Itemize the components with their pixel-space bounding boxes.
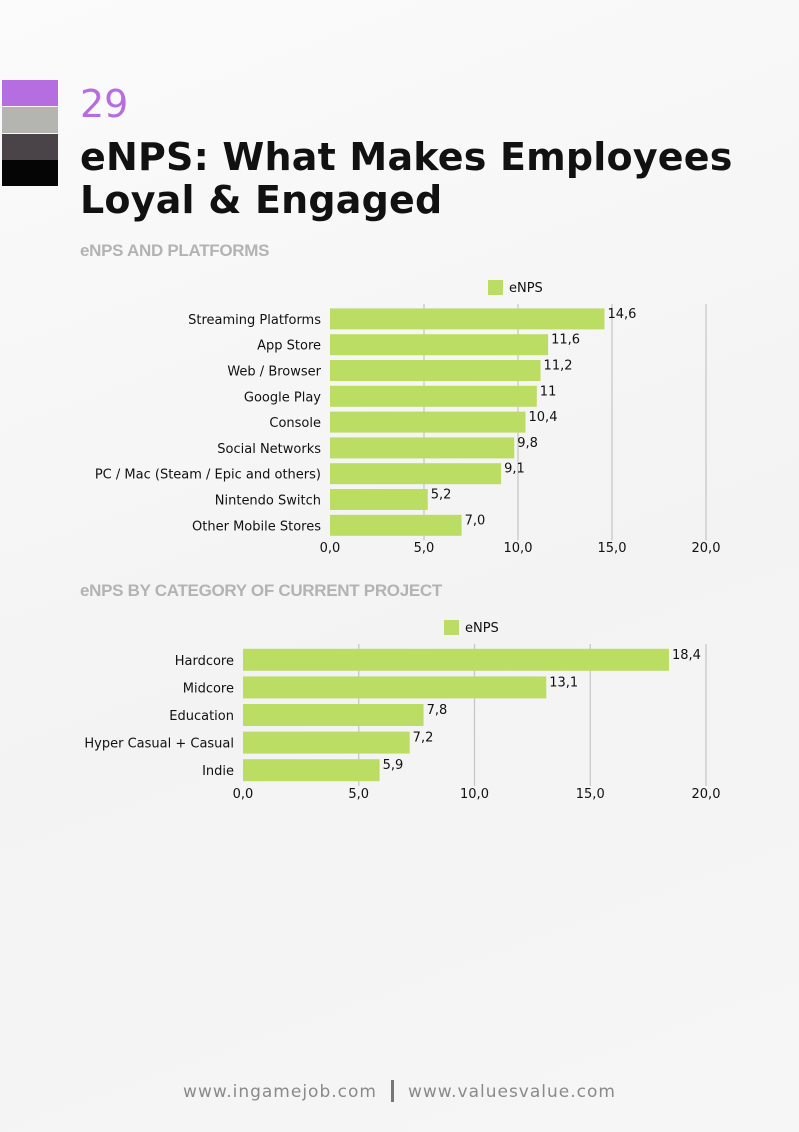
category-label: PC / Mac (Steam / Epic and others) [95,468,321,483]
x-tick-label: 0,0 [233,787,254,802]
value-label: 14,6 [607,307,636,322]
swatch-dark-gray [2,134,58,160]
bar [330,411,526,433]
bar [330,308,605,330]
bar [243,704,424,726]
legend-swatch [444,620,459,635]
x-tick-label: 20,0 [692,541,721,556]
value-label: 11 [540,384,557,399]
chart-2-heading: eNPS BY CATEGORY OF CURRENT PROJECT [80,581,442,600]
page-number: 29 [80,82,129,126]
category-label: App Store [257,339,321,354]
bar [330,334,549,356]
swatch-gray [2,107,58,133]
value-label: 7,8 [427,703,448,718]
category-label: Other Mobile Stores [192,519,321,534]
legend-label: eNPS [465,621,499,636]
bar [243,731,410,754]
legend-label: eNPS [509,281,543,296]
x-tick-label: 10,0 [504,541,533,556]
value-label: 7,2 [413,731,434,746]
category-label: Hardcore [175,654,234,669]
x-tick-label: 10,0 [460,787,489,802]
category-label: Streaming Platforms [188,313,321,328]
footer: www.ingamejob.com www.valuesvalue.com [0,1080,799,1102]
footer-link-ingamejob[interactable]: www.ingamejob.com [183,1082,377,1102]
value-label: 18,4 [672,648,701,663]
value-label: 5,2 [431,488,452,503]
bar [330,463,502,485]
chart-1-heading: eNPS AND PLATFORMS [80,241,270,260]
category-label: Console [269,416,321,431]
value-label: 7,0 [465,513,486,528]
bar [330,385,537,407]
category-label: Midcore [183,681,234,696]
category-label: Education [169,709,234,724]
value-label: 11,2 [544,359,573,374]
legend-swatch [488,280,503,295]
bar [243,648,669,671]
value-label: 11,6 [551,333,580,348]
category-label: Google Play [244,390,321,405]
value-label: 5,9 [383,758,404,773]
x-tick-label: 5,0 [414,541,435,556]
bar [330,489,428,510]
bar [243,759,380,782]
category-label: Indie [202,764,234,779]
bar [330,360,541,381]
x-tick-label: 15,0 [598,541,627,556]
x-tick-label: 5,0 [348,787,369,802]
bar [330,437,515,459]
x-tick-label: 15,0 [576,787,605,802]
value-label: 9,1 [504,462,525,477]
x-tick-label: 20,0 [692,787,721,802]
swatch-purple [2,80,58,106]
value-label: 9,8 [517,436,538,451]
footer-link-valuesvalue[interactable]: www.valuesvalue.com [407,1082,616,1102]
value-label: 13,1 [549,675,578,690]
category-label: Web / Browser [227,365,321,380]
category-label: Social Networks [217,442,321,457]
value-label: 10,4 [529,410,558,425]
category-label: Nintendo Switch [215,494,321,509]
page-title: eNPS: What Makes Employees Loyal & Engag… [80,135,733,222]
footer-divider [390,1080,394,1102]
x-tick-label: 0,0 [320,541,341,556]
swatch-black [2,160,58,186]
category-label: Hyper Casual + Casual [84,737,234,752]
project-category-chart: eNPS 0,0 5,0 10,0 15,0 20,0 Hardcore 18,4 Midcor… [84,620,721,802]
bar [243,676,547,699]
platforms-chart: eNPS 0,0 5,0 10,0 15,0 20,0 Streaming Platform… [95,280,721,556]
bar [330,514,462,536]
